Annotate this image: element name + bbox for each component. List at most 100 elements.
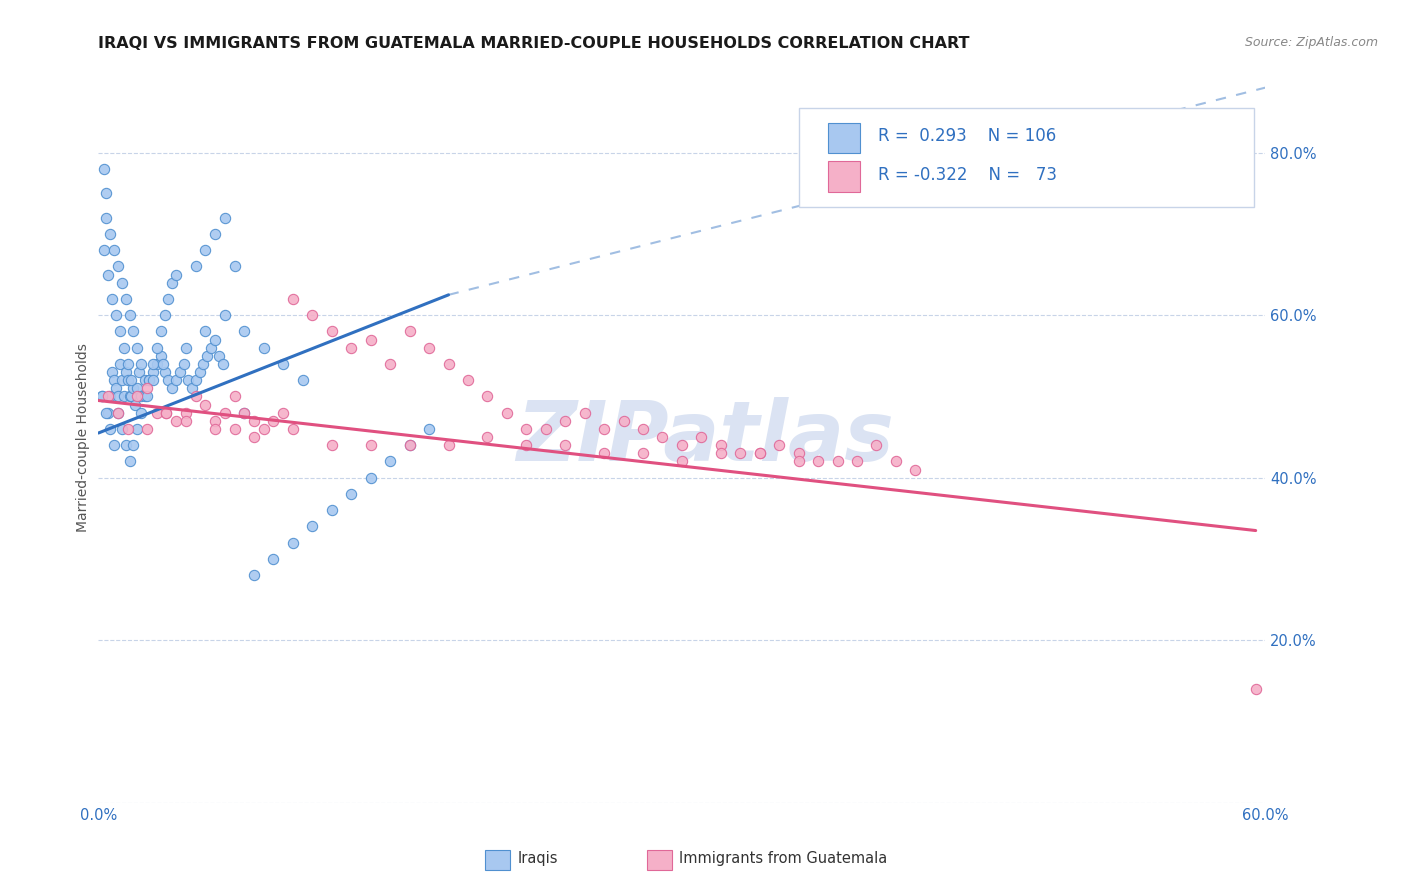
Text: R =  0.293    N = 106: R = 0.293 N = 106 xyxy=(877,127,1056,145)
Point xyxy=(204,333,226,347)
Point xyxy=(631,422,654,436)
Point xyxy=(118,308,141,322)
Point xyxy=(748,446,770,460)
Point xyxy=(101,365,124,379)
Point xyxy=(690,430,713,444)
Point xyxy=(157,373,180,387)
Point xyxy=(253,422,276,436)
Point xyxy=(262,414,284,428)
Point xyxy=(271,357,294,371)
Point xyxy=(112,341,135,355)
Point xyxy=(281,422,304,436)
Point xyxy=(301,308,323,322)
Point xyxy=(184,373,207,387)
Point xyxy=(233,406,256,420)
Point xyxy=(865,438,887,452)
Point xyxy=(157,292,180,306)
Point xyxy=(108,357,131,371)
Point xyxy=(114,365,136,379)
Point xyxy=(104,308,127,322)
Point xyxy=(340,341,363,355)
Point xyxy=(515,438,537,452)
FancyBboxPatch shape xyxy=(799,108,1254,207)
Point xyxy=(281,535,304,549)
Point xyxy=(114,292,136,306)
Point xyxy=(111,276,134,290)
Point xyxy=(96,211,118,225)
Text: Source: ZipAtlas.com: Source: ZipAtlas.com xyxy=(1244,36,1378,49)
Point xyxy=(93,161,115,176)
Point xyxy=(153,308,176,322)
Point xyxy=(262,552,284,566)
Point xyxy=(184,260,207,274)
Point xyxy=(127,422,149,436)
Point xyxy=(204,227,226,241)
Point xyxy=(515,422,537,436)
Point xyxy=(177,373,200,387)
Point xyxy=(631,446,654,460)
Point xyxy=(174,414,197,428)
Point xyxy=(142,373,165,387)
Point xyxy=(107,260,129,274)
Point xyxy=(671,454,693,468)
Point xyxy=(98,227,121,241)
Point xyxy=(477,430,499,444)
Point xyxy=(378,454,402,468)
Point xyxy=(97,406,120,420)
Point xyxy=(121,373,143,387)
Point xyxy=(233,406,256,420)
Point xyxy=(180,381,202,395)
Point xyxy=(243,430,266,444)
Point xyxy=(418,422,440,436)
Point xyxy=(214,406,236,420)
Point xyxy=(128,365,150,379)
Point xyxy=(846,454,869,468)
Point xyxy=(96,186,118,201)
Point xyxy=(730,446,752,460)
Point xyxy=(136,422,159,436)
Point xyxy=(768,438,790,452)
Point xyxy=(108,325,131,339)
Point xyxy=(321,503,343,517)
Point xyxy=(174,341,197,355)
Point xyxy=(593,446,616,460)
Point xyxy=(118,454,141,468)
Point xyxy=(111,422,134,436)
Text: Immigrants from Guatemala: Immigrants from Guatemala xyxy=(679,852,887,866)
Point xyxy=(787,454,810,468)
Point xyxy=(117,373,139,387)
Point xyxy=(188,365,211,379)
Point xyxy=(554,438,576,452)
Point xyxy=(398,438,420,452)
Point xyxy=(884,454,907,468)
Point xyxy=(243,414,266,428)
Point xyxy=(103,438,125,452)
Point xyxy=(671,438,693,452)
Point xyxy=(155,406,177,420)
Point xyxy=(162,276,184,290)
Point xyxy=(117,357,139,371)
Point xyxy=(554,414,576,428)
Point xyxy=(146,357,169,371)
Point xyxy=(127,381,149,395)
Point xyxy=(194,398,217,412)
Point xyxy=(93,243,115,257)
Point xyxy=(146,406,169,420)
Point xyxy=(184,389,207,403)
Point xyxy=(224,260,246,274)
Point xyxy=(104,381,127,395)
Point xyxy=(96,406,118,420)
Point xyxy=(97,268,120,282)
Point xyxy=(398,438,420,452)
Point xyxy=(103,243,125,257)
Point xyxy=(142,365,165,379)
Point xyxy=(827,454,849,468)
Point xyxy=(107,406,129,420)
Point xyxy=(340,487,363,501)
Point xyxy=(122,325,145,339)
FancyBboxPatch shape xyxy=(828,161,860,192)
Point xyxy=(174,406,197,420)
Point xyxy=(111,373,134,387)
Point xyxy=(121,389,143,403)
Point xyxy=(134,373,156,387)
